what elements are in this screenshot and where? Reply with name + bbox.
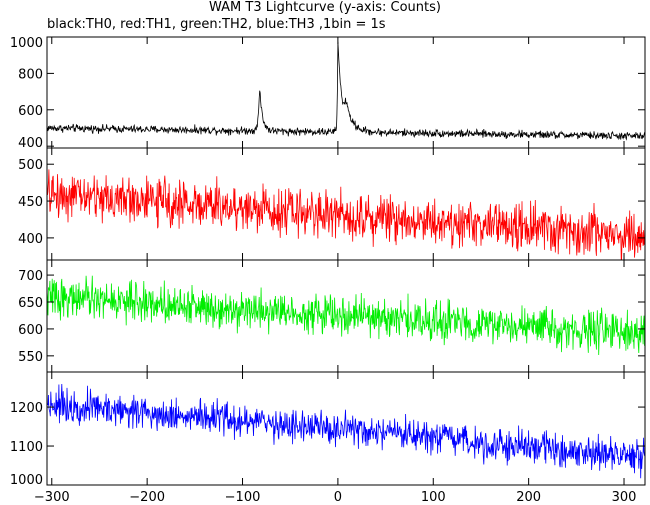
- panel-th2: 550 600 650 700: [18, 259, 646, 373]
- x-tick-label: −100: [225, 490, 261, 505]
- y-tick-label: 500: [18, 158, 43, 173]
- series-line-th2: [47, 275, 645, 356]
- y-tick-label: 1200: [10, 401, 43, 416]
- y-tick-label: 400: [18, 232, 43, 247]
- panel-th1: 400 450 500: [18, 147, 646, 261]
- x-tick-label: 0: [334, 490, 342, 505]
- panel-frame: [46, 371, 646, 486]
- y-tick-label: 800: [18, 67, 43, 82]
- y-tick-label: 550: [18, 350, 43, 365]
- series-line-th0: [47, 41, 645, 141]
- series-line-th1: [47, 169, 645, 260]
- panel-frame: [46, 36, 646, 149]
- x-tick-label: −200: [129, 490, 165, 505]
- x-tick-label: 100: [421, 490, 446, 505]
- y-tick-label: 400: [18, 136, 43, 151]
- x-tick-label: 200: [516, 490, 541, 505]
- y-tick-label: 650: [18, 296, 43, 311]
- y-tick-label: 600: [18, 104, 43, 119]
- y-tick-label: 700: [18, 269, 43, 284]
- y-tick-label: 1000: [10, 36, 43, 51]
- panel-th0: 400 600 800 1000: [10, 36, 646, 151]
- y-tick-label: 450: [18, 195, 43, 210]
- chart-title: WAM T3 Lightcurve (y-axis: Counts): [209, 0, 441, 15]
- y-tick-label: 600: [18, 323, 43, 338]
- series-line-th3: [47, 383, 645, 479]
- y-tick-label: 1100: [10, 440, 43, 455]
- y-tick-label: 1000: [10, 473, 43, 488]
- x-tick-label: 300: [612, 490, 637, 505]
- x-tick-label: −300: [34, 490, 70, 505]
- chart-subtitle: black:TH0, red:TH1, green:TH2, blue:TH3 …: [47, 17, 386, 32]
- panel-th3: 1000 1100 1200: [10, 371, 646, 488]
- panel-frame: [46, 259, 646, 373]
